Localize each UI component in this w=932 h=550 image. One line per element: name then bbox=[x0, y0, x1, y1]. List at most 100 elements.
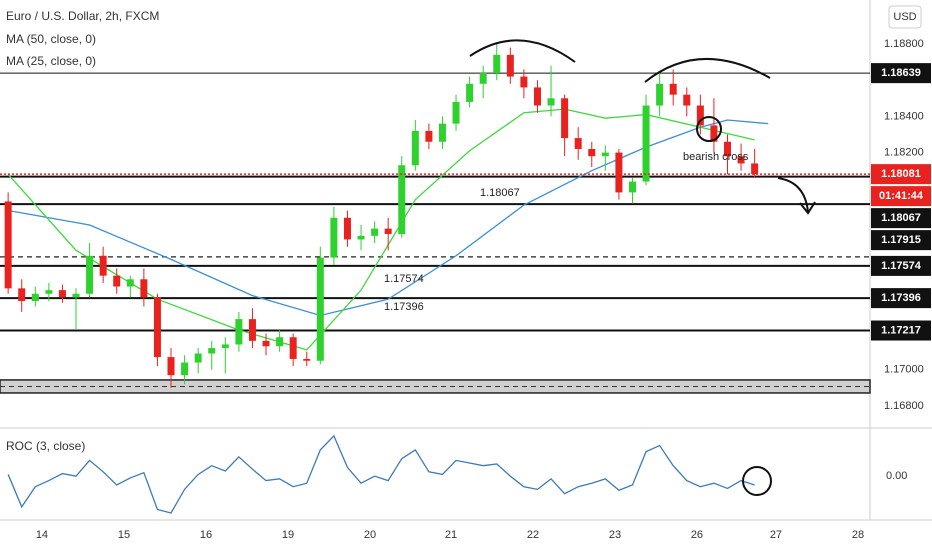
candle-body bbox=[31, 293, 39, 302]
price-box bbox=[871, 320, 931, 341]
drawing-circle bbox=[696, 116, 722, 142]
x-tick-label: 27 bbox=[770, 529, 782, 541]
candle-body bbox=[669, 83, 677, 95]
candle-body bbox=[723, 141, 731, 157]
candle-body bbox=[683, 94, 691, 106]
candle-body bbox=[710, 125, 718, 142]
y-tick-label: 1.17000 bbox=[884, 364, 924, 376]
candle-body bbox=[303, 358, 311, 361]
candle-body bbox=[696, 105, 704, 126]
candle-body bbox=[4, 201, 12, 289]
indicator-label: MA (50, close, 0) bbox=[6, 32, 96, 46]
roc-tick-label: 0.00 bbox=[886, 470, 907, 482]
candle-body bbox=[208, 348, 216, 354]
candle-body bbox=[438, 123, 446, 142]
ma-line bbox=[7, 108, 755, 351]
y-tick-label: 1.18800 bbox=[884, 38, 924, 50]
price-box-label: 1.17574 bbox=[881, 260, 922, 272]
x-tick-label: 19 bbox=[282, 529, 294, 541]
drawing-arc bbox=[644, 58, 771, 83]
candle-body bbox=[221, 344, 229, 349]
candle-body bbox=[547, 98, 555, 106]
currency: USD bbox=[893, 11, 916, 23]
y-tick-label: 1.18400 bbox=[884, 110, 924, 122]
candle-body bbox=[466, 83, 474, 102]
roc-line bbox=[7, 434, 755, 514]
drawing-arc bbox=[469, 39, 576, 63]
x-tick-label: 21 bbox=[445, 529, 457, 541]
x-tick-label: 14 bbox=[36, 529, 48, 541]
drawing-arrowhead bbox=[799, 201, 816, 215]
roc-label: ROC (3, close) bbox=[6, 439, 85, 453]
x-tick-label: 16 bbox=[200, 529, 212, 541]
price-box-label: 1.18067 bbox=[881, 212, 921, 224]
candle-body bbox=[656, 83, 664, 106]
candle-body bbox=[18, 288, 26, 302]
candle-body bbox=[235, 319, 243, 345]
price-box bbox=[871, 164, 931, 185]
x-tick-label: 28 bbox=[852, 529, 864, 541]
candle-body bbox=[737, 156, 745, 164]
candle-body bbox=[181, 362, 189, 376]
candle-body bbox=[86, 255, 94, 294]
candle-body bbox=[248, 319, 256, 341]
annotation: 1.17396 bbox=[384, 301, 424, 313]
candle-body bbox=[561, 98, 569, 139]
annotation: bearish cross bbox=[683, 151, 749, 163]
x-tick-label: 26 bbox=[691, 529, 703, 541]
candle-body bbox=[452, 101, 460, 124]
price-box-label: 1.17396 bbox=[881, 292, 921, 304]
drawing-arrow bbox=[777, 177, 809, 213]
candle-body bbox=[58, 290, 66, 298]
candle-body bbox=[126, 279, 134, 287]
x-tick-label: 15 bbox=[118, 529, 130, 541]
marks bbox=[0, 43, 871, 514]
candle-body bbox=[276, 337, 284, 347]
price-box bbox=[871, 63, 931, 84]
candle-body bbox=[316, 257, 324, 361]
price-box-label: 1.18081 bbox=[881, 168, 921, 180]
candle-body bbox=[357, 235, 365, 240]
candle-body bbox=[45, 290, 53, 294]
price-box bbox=[871, 208, 931, 229]
candle-body bbox=[289, 337, 297, 359]
x-tick-label: 22 bbox=[527, 529, 539, 541]
candle-body bbox=[479, 72, 487, 84]
price-box-label: 01:41:44 bbox=[879, 190, 924, 202]
price-box bbox=[871, 255, 931, 276]
candle-body bbox=[99, 255, 107, 276]
candle-body bbox=[425, 130, 433, 142]
candle-body bbox=[72, 293, 80, 298]
annotation: 1.18067 bbox=[480, 187, 520, 199]
candle-body bbox=[493, 54, 501, 73]
candle-body bbox=[628, 181, 636, 193]
candle-body bbox=[153, 297, 161, 358]
y-tick-label: 1.18200 bbox=[884, 146, 924, 158]
candle-body bbox=[588, 148, 596, 157]
candle-body bbox=[384, 228, 392, 235]
x-tick-label: 20 bbox=[364, 529, 376, 541]
candle-body bbox=[140, 279, 148, 298]
candle-body bbox=[411, 130, 419, 166]
candle-body bbox=[262, 340, 270, 347]
indicator-label: MA (25, close, 0) bbox=[6, 54, 96, 68]
candle-body bbox=[371, 228, 379, 236]
candle-body bbox=[113, 275, 121, 287]
currency-box[interactable] bbox=[888, 5, 922, 29]
candle-body bbox=[642, 105, 650, 182]
candle-body bbox=[520, 76, 528, 88]
price-box-label: 1.17217 bbox=[881, 324, 921, 336]
price-box bbox=[871, 230, 931, 251]
drawing-circle bbox=[742, 466, 772, 496]
candle-body bbox=[194, 353, 202, 363]
price-box-label: 1.17915 bbox=[881, 234, 921, 246]
drawings bbox=[469, 39, 816, 496]
x-tick-label: 23 bbox=[609, 529, 621, 541]
chart-title: Euro / U.S. Dollar, 2h, FXCM bbox=[6, 9, 159, 23]
price-box bbox=[871, 186, 931, 207]
candle-body bbox=[398, 165, 406, 235]
candle-body bbox=[330, 217, 338, 258]
candle-body bbox=[506, 54, 514, 77]
